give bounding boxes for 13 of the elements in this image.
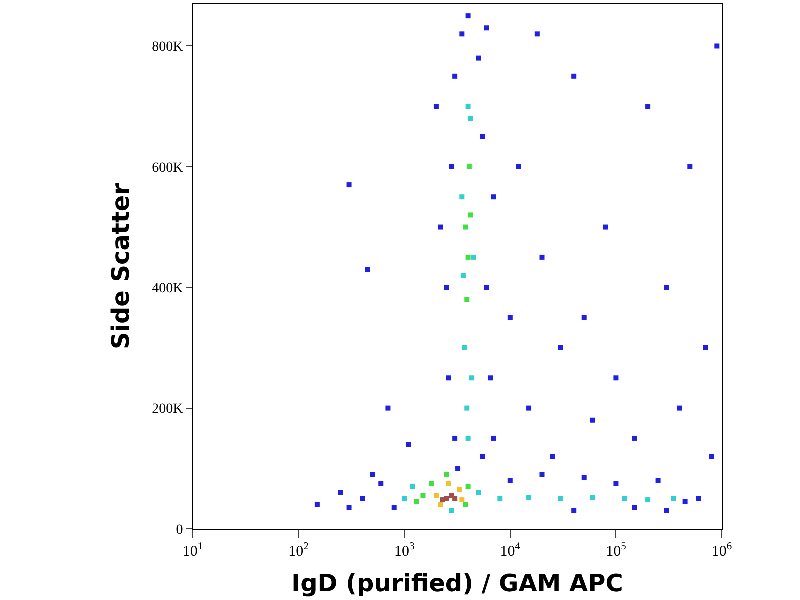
x-tick-label: 10$^{3}$	[394, 542, 415, 560]
x-axis-title: IgD (purified) / GAM APC	[292, 569, 624, 598]
y-tick-label: 800K	[152, 40, 184, 56]
y-tick-label: 600K	[152, 160, 184, 176]
x-tick-label: 10$^{6}$	[712, 542, 732, 560]
y-axis-title: Side Scatter	[107, 183, 136, 350]
x-tick-label: 10$^{1}$	[182, 542, 204, 560]
y-tick-label: 200K	[152, 402, 184, 418]
x-tick-label: 10$^{4}$	[500, 542, 522, 560]
x-tick-label: 10$^{5}$	[606, 542, 626, 560]
y-tick-label: 400K	[152, 282, 184, 297]
y-tick-label: 0	[176, 522, 184, 538]
x-tick-label: 10$^{2}$	[288, 542, 309, 560]
